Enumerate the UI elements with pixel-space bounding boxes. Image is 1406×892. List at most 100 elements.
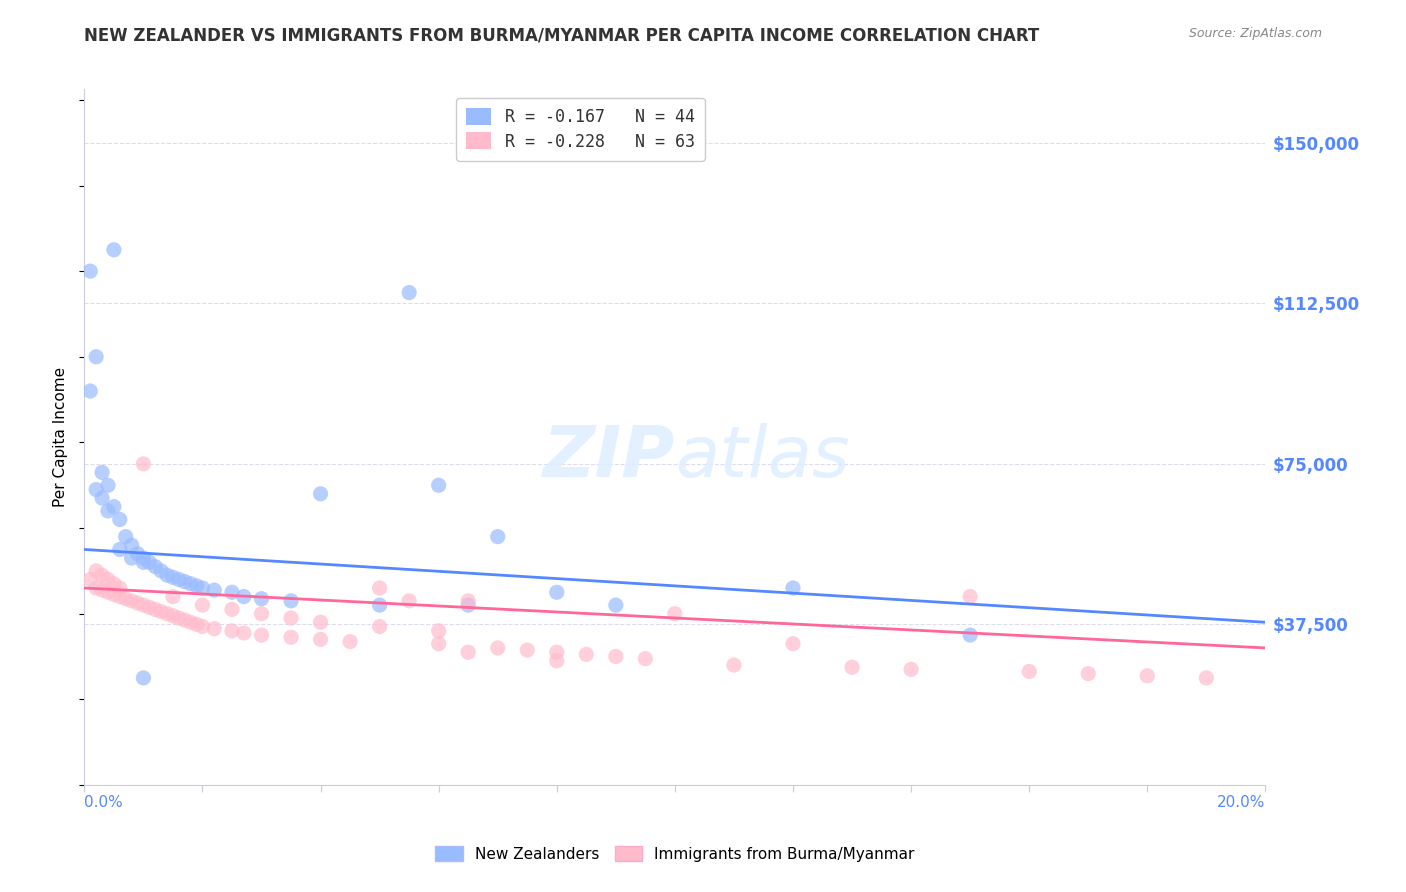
Point — [398, 285, 420, 300]
Point — [959, 590, 981, 604]
Point — [457, 645, 479, 659]
Legend: New Zealanders, Immigrants from Burma/Myanmar: New Zealanders, Immigrants from Burma/My… — [429, 839, 921, 868]
Point — [127, 596, 149, 610]
Point — [221, 602, 243, 616]
Point — [664, 607, 686, 621]
Point — [91, 583, 114, 598]
Point — [97, 585, 120, 599]
Point — [457, 594, 479, 608]
Point — [79, 573, 101, 587]
Point — [91, 491, 114, 505]
Point — [121, 551, 143, 566]
Point — [167, 611, 190, 625]
Point — [280, 611, 302, 625]
Y-axis label: Per Capita Income: Per Capita Income — [53, 367, 69, 508]
Point — [250, 591, 273, 606]
Point — [280, 594, 302, 608]
Point — [84, 483, 107, 497]
Point — [173, 574, 195, 589]
Point — [103, 243, 125, 257]
Point — [150, 605, 173, 619]
Point — [84, 581, 107, 595]
Point — [427, 624, 450, 638]
Point — [108, 512, 131, 526]
Point — [138, 600, 160, 615]
Point — [186, 617, 208, 632]
Point — [97, 573, 120, 587]
Text: Source: ZipAtlas.com: Source: ZipAtlas.com — [1188, 27, 1322, 40]
Point — [97, 478, 120, 492]
Point — [132, 457, 155, 471]
Point — [723, 658, 745, 673]
Point — [368, 619, 391, 633]
Point — [1136, 669, 1159, 683]
Point — [180, 576, 202, 591]
Point — [79, 384, 101, 398]
Point — [1018, 665, 1040, 679]
Point — [546, 645, 568, 659]
Point — [221, 624, 243, 638]
Point — [132, 598, 155, 612]
Point — [97, 504, 120, 518]
Point — [309, 487, 332, 501]
Point — [457, 598, 479, 612]
Text: NEW ZEALANDER VS IMMIGRANTS FROM BURMA/MYANMAR PER CAPITA INCOME CORRELATION CHA: NEW ZEALANDER VS IMMIGRANTS FROM BURMA/M… — [84, 27, 1039, 45]
Point — [427, 637, 450, 651]
Point — [250, 607, 273, 621]
Point — [191, 619, 214, 633]
Point — [143, 559, 166, 574]
Point — [180, 615, 202, 630]
Point — [427, 478, 450, 492]
Point — [339, 634, 361, 648]
Point — [84, 350, 107, 364]
Point — [156, 568, 179, 582]
Point — [132, 671, 155, 685]
Point — [841, 660, 863, 674]
Point — [132, 555, 155, 569]
Point — [103, 587, 125, 601]
Point — [605, 649, 627, 664]
Point — [782, 637, 804, 651]
Point — [173, 613, 195, 627]
Point — [91, 466, 114, 480]
Point — [103, 500, 125, 514]
Point — [368, 581, 391, 595]
Text: ZIP: ZIP — [543, 424, 675, 492]
Point — [959, 628, 981, 642]
Point — [1077, 666, 1099, 681]
Text: 20.0%: 20.0% — [1218, 796, 1265, 810]
Text: 0.0%: 0.0% — [84, 796, 124, 810]
Point — [232, 626, 254, 640]
Point — [1195, 671, 1218, 685]
Point — [103, 576, 125, 591]
Point — [79, 264, 101, 278]
Point — [162, 608, 184, 623]
Point — [191, 598, 214, 612]
Point — [108, 542, 131, 557]
Point — [486, 530, 509, 544]
Point — [546, 654, 568, 668]
Point — [84, 564, 107, 578]
Point — [121, 594, 143, 608]
Point — [138, 555, 160, 569]
Point — [398, 594, 420, 608]
Point — [114, 591, 136, 606]
Point — [162, 570, 184, 584]
Point — [309, 632, 332, 647]
Point — [108, 581, 131, 595]
Point — [900, 662, 922, 676]
Text: atlas: atlas — [675, 424, 849, 492]
Point — [167, 573, 190, 587]
Point — [221, 585, 243, 599]
Point — [546, 585, 568, 599]
Point — [143, 602, 166, 616]
Point — [368, 598, 391, 612]
Point — [516, 643, 538, 657]
Point — [162, 590, 184, 604]
Point — [114, 530, 136, 544]
Point — [156, 607, 179, 621]
Point — [486, 640, 509, 655]
Point — [575, 648, 598, 662]
Point — [91, 568, 114, 582]
Point — [108, 590, 131, 604]
